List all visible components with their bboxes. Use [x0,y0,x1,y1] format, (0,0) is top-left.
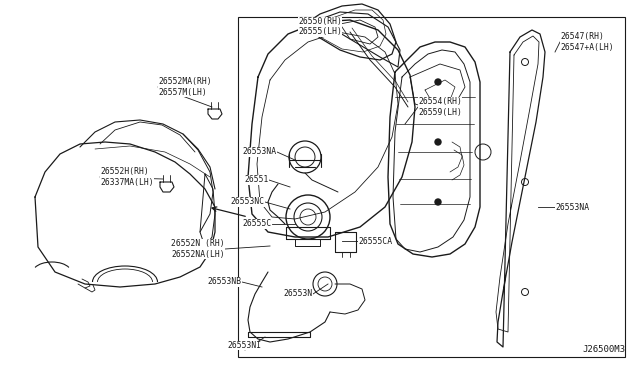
Text: 26553NI: 26553NI [228,341,262,350]
Text: 26547(RH)
26547+A(LH): 26547(RH) 26547+A(LH) [560,32,614,52]
Text: 26555C: 26555C [243,219,272,228]
Text: 26553NA: 26553NA [243,148,277,157]
Circle shape [435,79,441,85]
Text: 26553N: 26553N [284,289,313,298]
Circle shape [435,139,441,145]
Text: 26550(RH)
26555(LH): 26550(RH) 26555(LH) [298,17,342,36]
Text: 26551: 26551 [244,176,269,185]
Text: 26552N (RH)
26552NA(LH): 26552N (RH) 26552NA(LH) [172,239,225,259]
Text: 26552MA(RH)
26557M(LH): 26552MA(RH) 26557M(LH) [158,77,212,97]
Text: 26553NA: 26553NA [555,202,589,212]
Text: 26552H(RH)
26337MA(LH): 26552H(RH) 26337MA(LH) [100,167,154,187]
Text: 26555CA: 26555CA [358,237,392,246]
Text: 26553NC: 26553NC [231,198,265,206]
Text: J26500M3: J26500M3 [582,345,625,354]
Bar [238,17,625,357]
Text: 26554(RH)
26559(LH): 26554(RH) 26559(LH) [418,97,462,117]
Text: 26553NB: 26553NB [208,278,242,286]
Circle shape [435,199,441,205]
